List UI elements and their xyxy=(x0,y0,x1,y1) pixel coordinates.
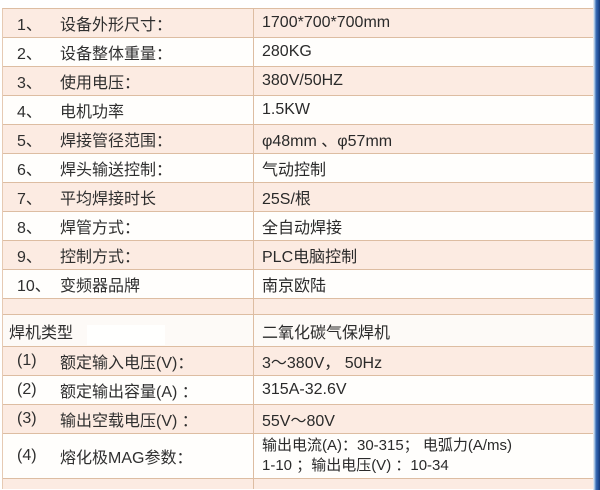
table-row: 1、 设备外形尺寸： 1700*700*700mm xyxy=(3,9,593,38)
row-value: 全自动焊接 xyxy=(262,220,343,237)
row-value: 25S/根 xyxy=(262,191,311,208)
table-row: (4) 熔化极MAG参数： 输出电流(A)：30-315； 电弧力(A/ms) … xyxy=(3,434,593,479)
row-number: 4、 xyxy=(17,104,42,121)
row-value: 315A-32.6V xyxy=(262,381,347,398)
row-number: (2) xyxy=(17,381,37,398)
row-value: 55V～80V xyxy=(262,413,335,430)
row-label: 电机功率 xyxy=(60,104,125,121)
row-value: 气动控制 xyxy=(262,162,327,179)
row-value: PLC电脑控制 xyxy=(262,249,358,266)
section-header-row: 焊机类型 二氧化碳气保焊机 xyxy=(3,315,593,347)
section-value: 二氧化碳气保焊机 xyxy=(262,324,391,342)
row-number: (3) xyxy=(17,410,37,427)
row-label: 额定输入电压(V)： xyxy=(60,355,194,372)
table-row: 6、 焊头输送控制： 气动控制 xyxy=(3,154,593,183)
row-number: 8、 xyxy=(17,220,42,237)
row-label: 焊接管径范围： xyxy=(60,133,173,150)
table-row: (3) 输出空载电压(V) ： 55V～80V xyxy=(3,405,593,434)
table-row: 10、 变频器品牌 南京欧陆 xyxy=(3,270,593,299)
table-row: 4、 电机功率 1.5KW xyxy=(3,96,593,125)
table-row: 2、 设备整体重量： 280KG xyxy=(3,38,593,67)
row-number: 7、 xyxy=(17,191,42,208)
table-row: 8、 焊管方式： 全自动焊接 xyxy=(3,212,593,241)
row-label: 平均焊接时长 xyxy=(60,191,157,208)
row-value: 1700*700*700mm xyxy=(262,14,391,31)
row-label: 使用电压： xyxy=(60,75,141,92)
row-value: 输出电流(A)：30-315； 电弧力(A/ms) 1-10 ；输出电压(V) … xyxy=(262,437,513,474)
row-label: 焊管方式： xyxy=(60,220,141,237)
table-row: 7、 平均焊接时长 25S/根 xyxy=(3,183,593,212)
table-row: (2) 额定输出容量(A) ： 315A-32.6V xyxy=(3,376,593,405)
row-number: 1、 xyxy=(17,17,42,34)
row-value: 1.5KW xyxy=(262,101,311,118)
row-number: (1) xyxy=(17,352,37,369)
section-label: 焊机类型 xyxy=(9,324,74,342)
row-value: 380V/50HZ xyxy=(262,72,343,89)
row-value: 3～380V， 50Hz xyxy=(262,355,383,372)
row-value: 南京欧陆 xyxy=(262,278,327,295)
row-label: 变频器品牌 xyxy=(60,278,141,295)
row-value: 280KG xyxy=(262,43,312,60)
row-label: 设备外形尺寸： xyxy=(60,17,173,34)
table-row: 5、 焊接管径范围： φ48mm 、φ57mm xyxy=(3,125,593,154)
row-label: 设备整体重量： xyxy=(60,46,173,63)
row-number: 6、 xyxy=(17,162,42,179)
row-number: 5、 xyxy=(17,133,42,150)
row-label: 焊头输送控制： xyxy=(60,162,173,179)
row-number: (4) xyxy=(17,447,37,464)
row-number: 2、 xyxy=(17,46,42,63)
row-label: 控制方式： xyxy=(60,249,141,266)
table-row: 3、 使用电压： 380V/50HZ xyxy=(3,67,593,96)
cut-off-row xyxy=(3,479,593,489)
spacer-row xyxy=(3,299,593,315)
spec-table: 1、 设备外形尺寸： 1700*700*700mm 2、 设备整体重量： 280… xyxy=(2,8,593,489)
row-label: 熔化极MAG参数： xyxy=(60,450,193,467)
erased-watermark-patch xyxy=(87,325,165,345)
row-number: 10、 xyxy=(17,278,51,295)
row-number: 3、 xyxy=(17,75,42,92)
table-row: (1) 额定输入电压(V)： 3～380V， 50Hz xyxy=(3,347,593,376)
row-label: 额定输出容量(A) ： xyxy=(60,384,198,401)
right-accent-border xyxy=(593,0,600,490)
row-number: 9、 xyxy=(17,249,42,266)
row-label: 输出空载电压(V) ： xyxy=(60,413,198,430)
row-value: φ48mm 、φ57mm xyxy=(262,133,393,150)
table-row: 9、 控制方式： PLC电脑控制 xyxy=(3,241,593,270)
